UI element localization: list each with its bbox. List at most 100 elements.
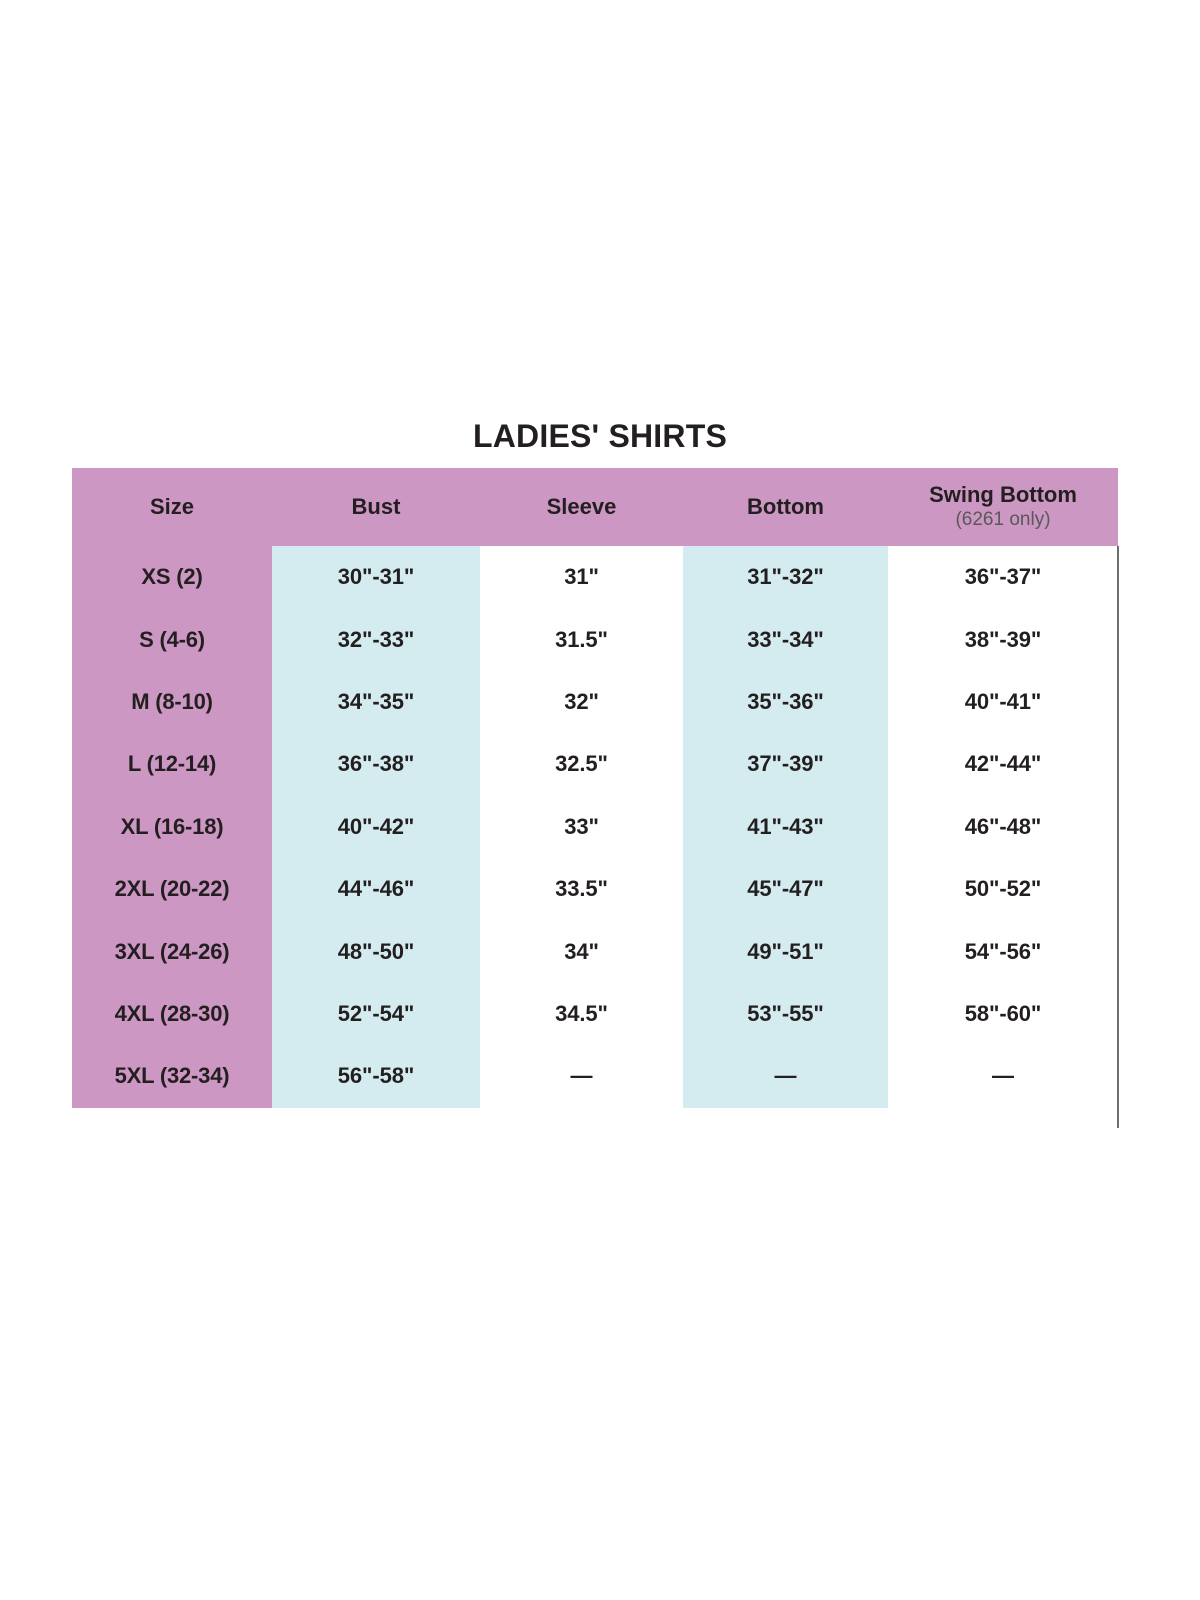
cell-size-value: S (4-6) (139, 626, 205, 652)
cell-bust: 44"-46" (272, 858, 480, 920)
cell-size: L (12-14) (72, 733, 272, 795)
cell-swing-bottom-value: 38"-39" (964, 626, 1042, 652)
table-row: XS (2) 30"-31" 31" 31"-32" 36"-37" (72, 546, 1118, 608)
cell-bust-value: 48"-50" (337, 938, 415, 964)
cell-swing-bottom-value: 40"-41" (964, 688, 1042, 714)
cell-size: 5XL (32-34) (72, 1045, 272, 1107)
cell-sleeve: 34" (480, 920, 683, 982)
cell-swing-bottom: 54"-56" (888, 920, 1118, 982)
cell-bottom-value: 37"-39" (747, 751, 824, 777)
table-row: L (12-14) 36"-38" 32.5" 37"-39" 42"-44" (72, 733, 1118, 795)
cell-swing-bottom: 42"-44" (888, 733, 1118, 795)
cell-size-value: 2XL (20-22) (114, 876, 230, 902)
cell-swing-bottom-value: 36"-37" (964, 564, 1042, 590)
cell-size: XL (16-18) (72, 796, 272, 858)
table-row: M (8-10) 34"-35" 32" 35"-36" 40"-41" (72, 671, 1118, 733)
cell-size: 3XL (24-26) (72, 920, 272, 982)
cell-sleeve-value: 31.5" (555, 626, 608, 652)
cell-bust-value: 36"-38" (337, 751, 415, 777)
column-header-size-label: Size (149, 493, 195, 519)
size-chart-table: Size Bust Sleeve Bottom Swing Bottom (62… (72, 468, 1119, 1128)
cell-bust: 32"-33" (272, 608, 480, 670)
cell-bottom-value: 53"-55" (747, 1000, 824, 1026)
cell-bust-value: 32"-33" (337, 626, 415, 652)
column-header-swing-bottom: Swing Bottom (6261 only) (888, 468, 1118, 546)
cell-size: XS (2) (72, 546, 272, 608)
cell-sleeve-value: 34.5" (555, 1000, 608, 1026)
cell-bottom-value: 49"-51" (747, 938, 824, 964)
table-grid: Size Bust Sleeve Bottom Swing Bottom (62… (72, 468, 1118, 1108)
cell-sleeve-value: — (570, 1063, 593, 1089)
table-row: 2XL (20-22) 44"-46" 33.5" 45"-47" 50"-52… (72, 858, 1118, 920)
cell-bottom: 35"-36" (683, 671, 888, 733)
column-header-swing-bottom-note: (6261 only) (955, 509, 1051, 531)
cell-swing-bottom-value: — (992, 1063, 1014, 1089)
cell-bottom-value: 33"-34" (747, 626, 824, 652)
table-row: XL (16-18) 40"-42" 33" 41"-43" 46"-48" (72, 796, 1118, 858)
bust-column-band (272, 546, 480, 1108)
size-column-band (72, 546, 272, 1108)
column-header-swing-bottom-label: Swing Bottom (929, 481, 1077, 507)
cell-bust: 52"-54" (272, 983, 480, 1045)
cell-bottom: 49"-51" (683, 920, 888, 982)
table-row: 4XL (28-30) 52"-54" 34.5" 53"-55" 58"-60… (72, 983, 1118, 1045)
cell-bust: 36"-38" (272, 733, 480, 795)
cell-sleeve: — (480, 1045, 683, 1107)
cell-swing-bottom: 50"-52" (888, 858, 1118, 920)
cell-size: S (4-6) (72, 608, 272, 670)
cell-swing-bottom: 36"-37" (888, 546, 1118, 608)
cell-swing-bottom: 38"-39" (888, 608, 1118, 670)
cell-size-value: 5XL (32-34) (114, 1063, 230, 1089)
right-edge-rule (1117, 546, 1119, 1128)
cell-sleeve: 32" (480, 671, 683, 733)
cell-size-value: 4XL (28-30) (114, 1000, 230, 1026)
cell-sleeve-value: 32" (564, 688, 599, 714)
cell-swing-bottom-value: 46"-48" (964, 813, 1042, 839)
column-header-size: Size (72, 468, 272, 546)
cell-bust-value: 34"-35" (337, 688, 415, 714)
cell-swing-bottom-value: 58"-60" (964, 1000, 1042, 1026)
page-title: LADIES' SHIRTS (473, 418, 727, 454)
cell-bust-value: 44"-46" (337, 876, 415, 902)
cell-sleeve-value: 32.5" (555, 751, 608, 777)
cell-bottom: 41"-43" (683, 796, 888, 858)
cell-size-value: XL (16-18) (120, 813, 224, 839)
cell-bottom-value: — (774, 1063, 797, 1089)
cell-bottom: 31"-32" (683, 546, 888, 608)
cell-bust-value: 40"-42" (337, 813, 415, 839)
column-header-bottom: Bottom (683, 468, 888, 546)
cell-size: M (8-10) (72, 671, 272, 733)
table-row: S (4-6) 32"-33" 31.5" 33"-34" 38"-39" (72, 608, 1118, 670)
cell-sleeve: 31.5" (480, 608, 683, 670)
cell-bottom: 33"-34" (683, 608, 888, 670)
cell-bust: 34"-35" (272, 671, 480, 733)
table-header-row: Size Bust Sleeve Bottom Swing Bottom (62… (72, 468, 1118, 546)
cell-bottom: 45"-47" (683, 858, 888, 920)
cell-swing-bottom-value: 50"-52" (964, 876, 1042, 902)
cell-bust-value: 56"-58" (337, 1063, 415, 1089)
cell-size-value: M (8-10) (131, 688, 213, 714)
cell-bottom-value: 45"-47" (747, 876, 824, 902)
cell-size-value: L (12-14) (127, 751, 217, 777)
cell-bust-value: 52"-54" (337, 1000, 415, 1026)
cell-sleeve-value: 33.5" (555, 876, 608, 902)
cell-bottom: 53"-55" (683, 983, 888, 1045)
cell-size: 4XL (28-30) (72, 983, 272, 1045)
cell-sleeve-value: 33" (564, 813, 599, 839)
cell-bust-value: 30"-31" (337, 564, 415, 590)
cell-size-value: 3XL (24-26) (114, 938, 230, 964)
cell-size-value: XS (2) (141, 564, 203, 590)
cell-bottom-value: 41"-43" (747, 813, 824, 839)
cell-bust: 40"-42" (272, 796, 480, 858)
column-header-bust-label: Bust (351, 493, 401, 519)
cell-swing-bottom: 58"-60" (888, 983, 1118, 1045)
column-header-sleeve-label: Sleeve (546, 493, 617, 519)
cell-bust: 56"-58" (272, 1045, 480, 1107)
header-band (72, 468, 1118, 546)
column-header-bust: Bust (272, 468, 480, 546)
cell-swing-bottom-value: 54"-56" (964, 938, 1042, 964)
cell-sleeve-value: 31" (564, 564, 599, 590)
column-header-sleeve: Sleeve (480, 468, 683, 546)
bottom-column-band (683, 546, 888, 1108)
